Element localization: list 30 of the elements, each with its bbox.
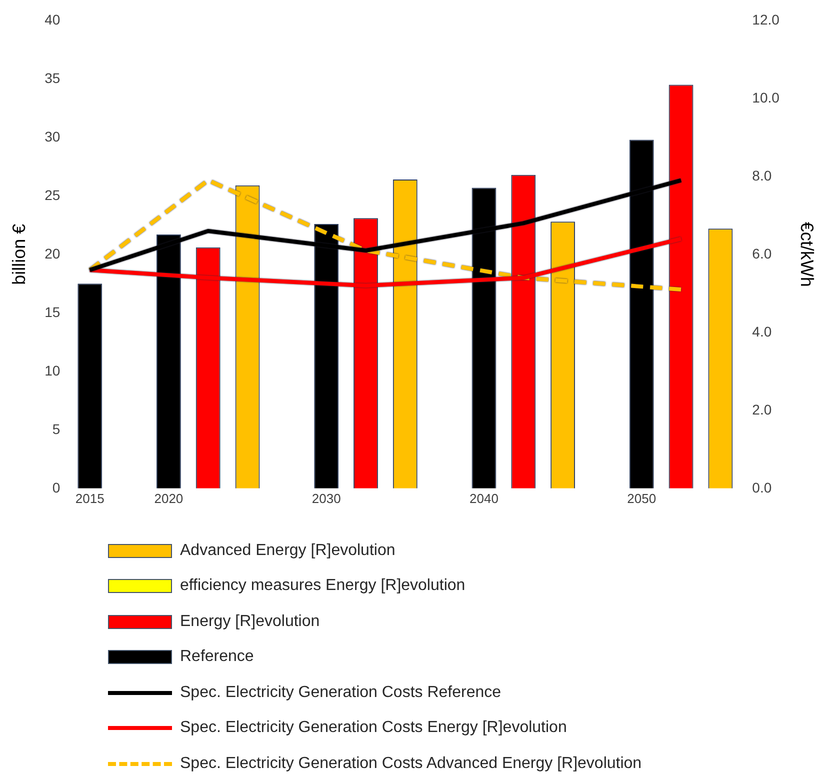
y2-tick-label: 8.0 [752, 167, 772, 184]
y2-tick-label: 4.0 [752, 323, 772, 340]
y-tick-label: 15 [44, 304, 60, 320]
x-tick-label: 2040 [470, 490, 498, 506]
legend-label: Spec. Electricity Generation Costs Reference [180, 684, 502, 702]
legend-label: Spec. Electricity Generation Costs Energy [R]evolution [180, 719, 567, 738]
y-tick-label: 0 [52, 479, 60, 496]
x-tick-label: 2030 [312, 490, 341, 506]
legend-label: Reference [180, 648, 254, 666]
y2-axis-title: €ct/kWh [797, 222, 818, 287]
y-tick-label: 35 [44, 70, 60, 86]
x-tick-label: 2020 [154, 490, 184, 506]
legend-label: Energy [R]evolution [180, 612, 320, 631]
legend-label: Spec. Electricity Generation Costs Advanced Energy [R]evolution [180, 754, 642, 773]
legend-label: Advanced Energy [R]evolution [180, 542, 396, 560]
x-tick-label: 2015 [75, 490, 104, 506]
y2-tick-label: 0.0 [752, 479, 772, 496]
y-tick-label: 10 [44, 362, 60, 378]
y-tick-label: 40 [44, 11, 60, 28]
y2-tick-label: 12.0 [752, 11, 780, 28]
y-axis-title: billion € [8, 224, 29, 285]
y2-tick-label: 10.0 [752, 89, 780, 106]
legend-label: efficiency measures Energy [R]evolution [180, 577, 466, 596]
y-tick-label: 30 [44, 128, 60, 144]
x-tick-label: 2050 [627, 490, 656, 506]
y-tick-label: 5 [52, 420, 60, 437]
y-tick-label: 25 [44, 186, 60, 203]
y2-tick-label: 6.0 [752, 245, 772, 262]
y-tick-label: 20 [44, 245, 60, 262]
y2-tick-label: 2.0 [752, 401, 772, 418]
